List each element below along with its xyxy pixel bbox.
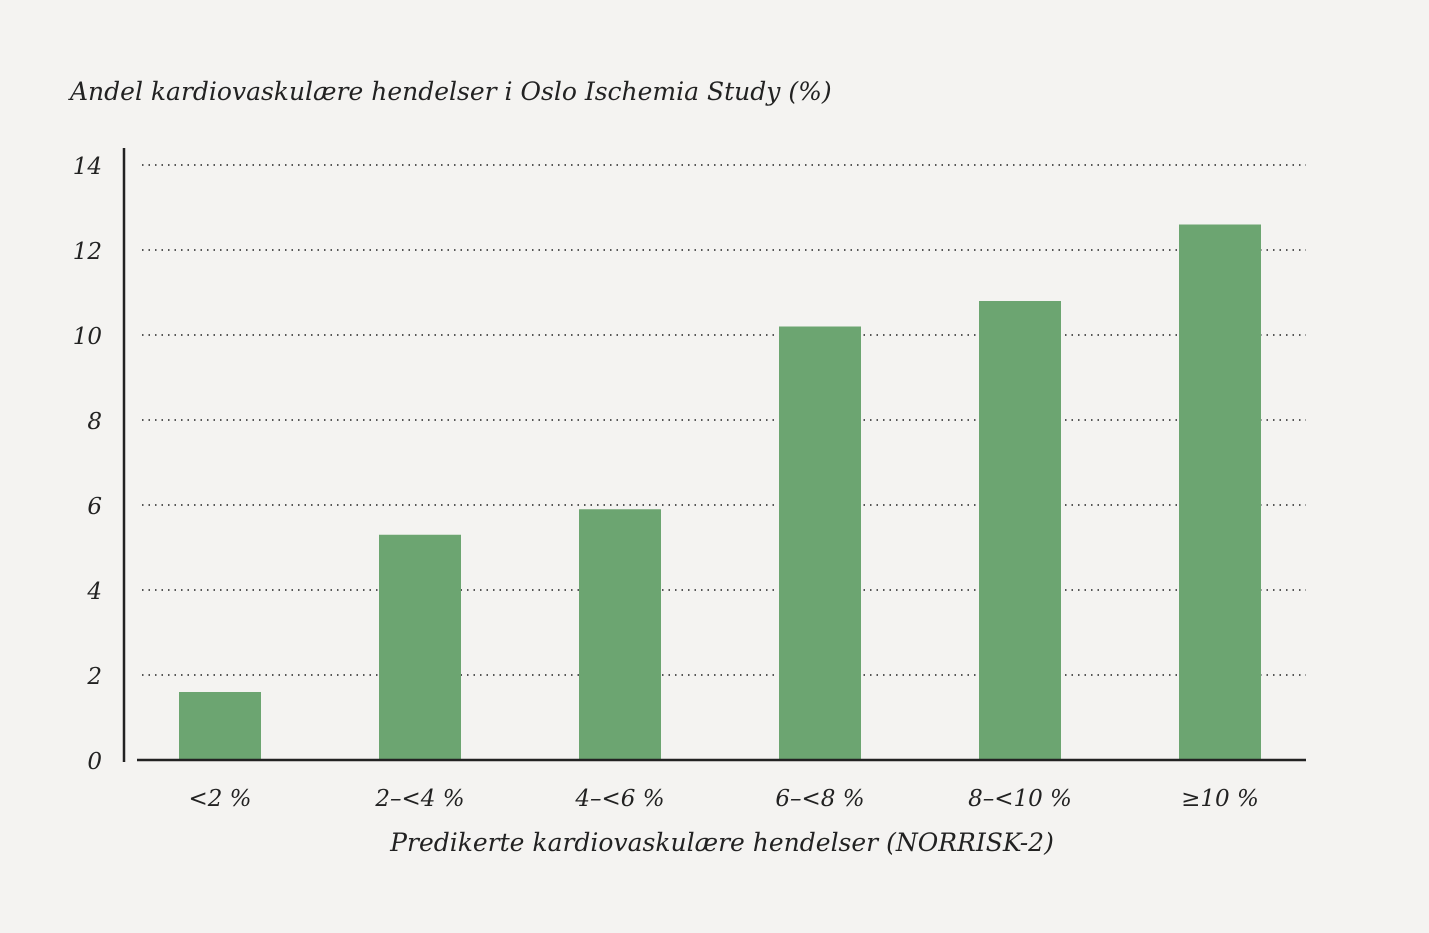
x-tick-label: 6–<8 % — [775, 786, 864, 812]
bar — [1179, 224, 1261, 760]
y-tick-label: 14 — [73, 154, 102, 180]
y-tick-label: 4 — [86, 579, 102, 605]
x-tick-label: 8–<10 % — [968, 786, 1072, 812]
y-tick-label: 2 — [86, 664, 102, 690]
bar — [979, 301, 1061, 760]
x-tick-label: 2–<4 % — [374, 786, 464, 812]
chart-title: Andel kardiovaskulære hendelser i Oslo I… — [68, 77, 832, 106]
bar — [579, 509, 661, 760]
bar — [779, 326, 861, 760]
x-tick-label: 4–<6 % — [574, 786, 664, 812]
y-tick-label: 0 — [87, 749, 102, 775]
x-axis-label: Predikerte kardiovaskulære hendelser (NO… — [389, 828, 1054, 857]
y-tick-label: 12 — [73, 239, 102, 265]
x-tick-label: ≥10 % — [1181, 786, 1259, 812]
y-tick-label: 8 — [87, 409, 102, 435]
y-tick-label: 6 — [87, 494, 102, 520]
bar — [379, 534, 461, 760]
y-tick-label: 10 — [73, 324, 102, 350]
bar — [179, 692, 261, 760]
x-tick-label: <2 % — [188, 786, 251, 812]
